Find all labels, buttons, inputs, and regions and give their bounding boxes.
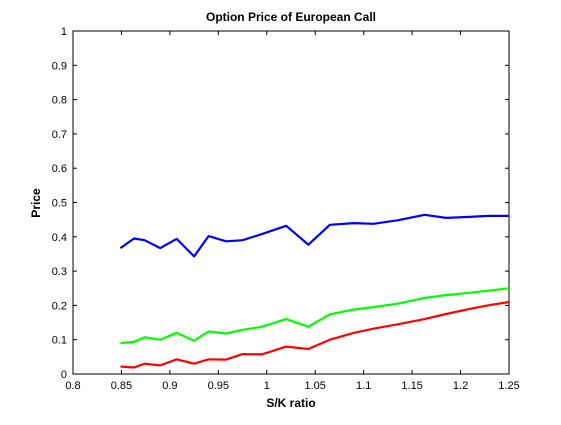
series-layer: [119, 213, 510, 369]
y-axis-ticks: 0 0.1 0.2 0.3 0.4 0.5 0.6 0.7 0.8 0.9 1: [52, 26, 509, 381]
y-tick-label: 0: [61, 369, 67, 381]
x-tick-label: 0.95: [208, 380, 229, 392]
blue-series-line: [119, 213, 509, 258]
green-series-line: [120, 287, 510, 345]
y-tick-label: 0.7: [52, 129, 67, 141]
y-axis-label: Price: [29, 188, 43, 218]
y-tick-label: 0.4: [52, 232, 67, 244]
y-tick-label: 0.2: [52, 300, 67, 312]
y-tick-label: 0.5: [52, 198, 67, 210]
x-tick-label: 1.15: [401, 380, 422, 392]
x-tick-label: 0.85: [111, 380, 132, 392]
x-tick-label: 1: [264, 380, 270, 392]
x-tick-label: 1.2: [453, 380, 468, 392]
chart-title: Option Price of European Call: [206, 10, 376, 24]
x-axis-ticks: 0.8 0.85 0.9 0.95 1 1.05 1.1 1.15 1.2 1.25: [65, 31, 520, 392]
y-tick-label: 0.1: [52, 335, 67, 347]
x-tick-label: 1.1: [356, 380, 371, 392]
y-tick-label: 0.9: [52, 60, 67, 72]
x-axis-label: S/K ratio: [266, 396, 315, 410]
x-tick-label: 1.05: [305, 380, 326, 392]
y-tick-label: 0.8: [52, 95, 67, 107]
red-series-line: [120, 300, 510, 369]
x-tick-label: 1.25: [498, 380, 519, 392]
y-tick-label: 1: [61, 26, 67, 38]
y-tick-label: 0.3: [52, 266, 67, 278]
x-tick-label: 0.9: [162, 380, 177, 392]
x-tick-label: 0.8: [65, 380, 80, 392]
y-tick-label: 0.6: [52, 163, 67, 175]
plot-area: [72, 30, 510, 375]
